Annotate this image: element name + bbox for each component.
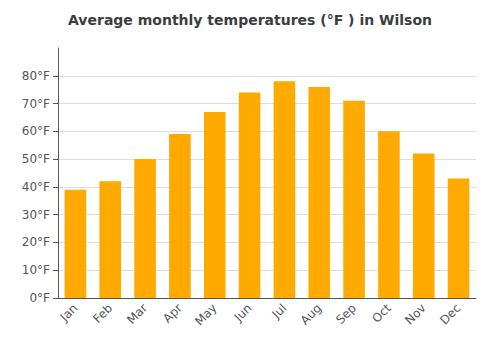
svg-text:80°F: 80°F bbox=[22, 69, 50, 83]
svg-text:Dec: Dec bbox=[437, 301, 463, 327]
svg-text:Apr: Apr bbox=[160, 301, 185, 326]
svg-text:20°F: 20°F bbox=[22, 235, 50, 249]
svg-text:Jun: Jun bbox=[231, 301, 255, 325]
svg-text:40°F: 40°F bbox=[22, 180, 50, 194]
svg-text:Average monthly temperatures (: Average monthly temperatures (°F ) in Wi… bbox=[68, 12, 432, 28]
svg-text:Oct: Oct bbox=[369, 301, 394, 326]
svg-text:Jul: Jul bbox=[269, 301, 290, 322]
svg-text:Aug: Aug bbox=[298, 301, 324, 327]
svg-text:10°F: 10°F bbox=[22, 263, 50, 277]
svg-text:Sep: Sep bbox=[333, 301, 359, 327]
svg-text:30°F: 30°F bbox=[22, 208, 50, 222]
svg-text:70°F: 70°F bbox=[22, 97, 50, 111]
svg-text:50°F: 50°F bbox=[22, 152, 50, 166]
svg-text:Nov: Nov bbox=[402, 301, 428, 327]
svg-text:Feb: Feb bbox=[90, 301, 115, 326]
svg-text:Mar: Mar bbox=[124, 301, 150, 327]
svg-text:0°F: 0°F bbox=[29, 291, 50, 305]
svg-text:60°F: 60°F bbox=[22, 124, 50, 138]
svg-text:May: May bbox=[192, 301, 219, 328]
svg-text:Jan: Jan bbox=[57, 301, 81, 325]
